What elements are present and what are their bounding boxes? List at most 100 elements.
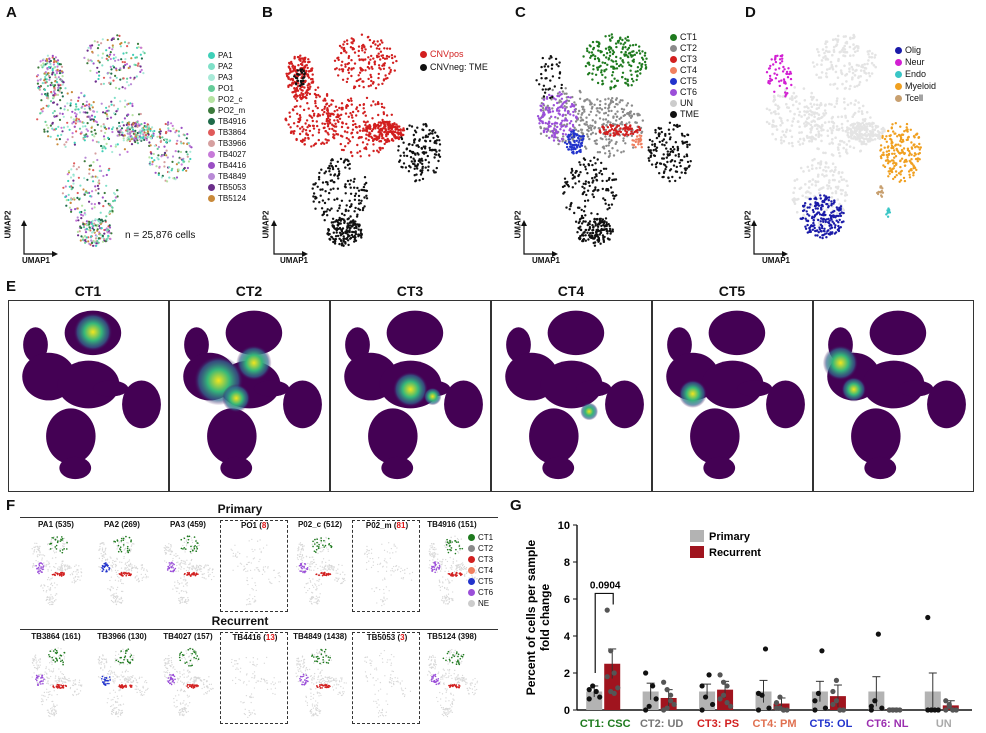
umap-cell-point (851, 131, 854, 134)
umap-cell-point (786, 76, 790, 79)
umap-cell-point (374, 43, 377, 46)
umap-cell-point (623, 41, 627, 44)
umap-cell-point (160, 176, 163, 179)
umap-cell-point (386, 137, 389, 141)
umap-cell-point (585, 123, 588, 126)
umap-cell-point (910, 146, 913, 149)
umap-cell-point (835, 128, 839, 131)
umap-cell-point (572, 130, 575, 133)
umap-cell-point (602, 167, 606, 170)
umap-cell-point (296, 125, 299, 128)
umap-cell-point (849, 127, 852, 131)
umap-cell-point (172, 177, 175, 180)
umap-cell-point (807, 116, 810, 119)
umap-cell-point (344, 192, 347, 195)
umap-cell-point (823, 194, 826, 197)
umap-cell-point (116, 107, 120, 110)
umap-cell-point (781, 70, 785, 73)
umap-cell-point (827, 205, 830, 208)
umap-cell-point (591, 193, 594, 196)
umap-cell-point (611, 122, 615, 126)
umap-cell-point (577, 221, 580, 225)
umap-cell-point (115, 69, 118, 72)
umap-cell-point (846, 126, 849, 129)
umap-cell-point (328, 237, 331, 241)
umap-cell-point (84, 135, 87, 138)
umap-cell-point (106, 54, 109, 57)
umap-cell-point (48, 78, 51, 81)
umap-cell-point (873, 138, 877, 141)
umap-cell-point (333, 198, 336, 201)
umap-cell-point (900, 148, 904, 152)
umap-cell-point (354, 192, 358, 195)
umap-cell-point (349, 186, 352, 189)
umap-cell-point (607, 104, 611, 107)
umap-cell-point (890, 168, 893, 172)
umap-cell-point (876, 125, 880, 128)
umap-cell-point (616, 103, 619, 106)
umap-cell-point (306, 88, 309, 92)
panel-letter-d: D (745, 4, 756, 21)
umap-cell-point (608, 149, 611, 153)
umap-cell-point (302, 79, 305, 82)
umap-cell-point (104, 199, 107, 203)
umap-cell-point (317, 138, 320, 142)
umap-cell-point (299, 116, 302, 119)
umap-cell-point (582, 55, 585, 58)
umap-cell-point (345, 39, 349, 42)
umap-cell-point (95, 140, 98, 143)
umap-cell-point (106, 109, 109, 112)
umap-cell-point (347, 71, 351, 74)
umap-cell-point (125, 123, 128, 126)
umap-cell-point (558, 99, 561, 102)
umap-cell-point (365, 197, 369, 200)
umap-cell-point (334, 122, 337, 126)
umap-cell-point (782, 65, 785, 69)
umap-cell-point (332, 129, 336, 132)
umap-cell-point (377, 113, 380, 117)
umap-cell-point (596, 212, 599, 216)
umap-cell-point (894, 144, 897, 147)
umap-cell-point (877, 136, 880, 140)
umap-cell-point (607, 97, 610, 100)
umap-cell-point (330, 207, 333, 210)
umap-cell-point (60, 78, 63, 81)
umap-cell-point (570, 120, 573, 123)
umap-cell-point (373, 63, 377, 66)
umap-cell-point (344, 63, 347, 66)
umap-cell-point (598, 219, 602, 223)
umap-cell-point (76, 216, 79, 219)
umap-cell-point (74, 108, 77, 111)
umap-cell-point (54, 76, 57, 79)
umap-cell-point (854, 126, 858, 130)
umap-cell-point (612, 66, 615, 69)
umap-cell-point (311, 119, 314, 123)
umap-cell-point (415, 173, 418, 176)
umap-cell-point (377, 52, 380, 55)
umap-cell-point (853, 129, 857, 132)
umap-cell-point (90, 222, 94, 225)
umap-cell-point (336, 160, 339, 163)
umap-cell-point (586, 49, 589, 53)
umap-cell-point (307, 107, 310, 110)
umap-cell-point (74, 115, 78, 118)
umap-cell-point (333, 119, 336, 122)
umap-cell-point (421, 177, 425, 181)
umap-cell-point (403, 154, 406, 157)
umap-cell-point (341, 68, 345, 71)
umap-cell-point (82, 103, 85, 106)
umap-cell-point (786, 119, 789, 122)
umap-cell-point (595, 40, 598, 43)
umap-cell-point (159, 132, 162, 135)
umap-cell-point (638, 62, 641, 65)
umap-cell-point (136, 142, 139, 145)
umap-cell-point (426, 154, 429, 158)
umap-cell-point (630, 134, 634, 138)
umap-cell-point (603, 61, 607, 65)
umap-cell-point (116, 34, 119, 37)
umap-cell-point (179, 157, 182, 160)
umap-cell-point (685, 140, 689, 144)
umap-cell-point (396, 128, 399, 131)
umap-cell-point (130, 57, 133, 60)
umap-cell-point (82, 226, 86, 229)
